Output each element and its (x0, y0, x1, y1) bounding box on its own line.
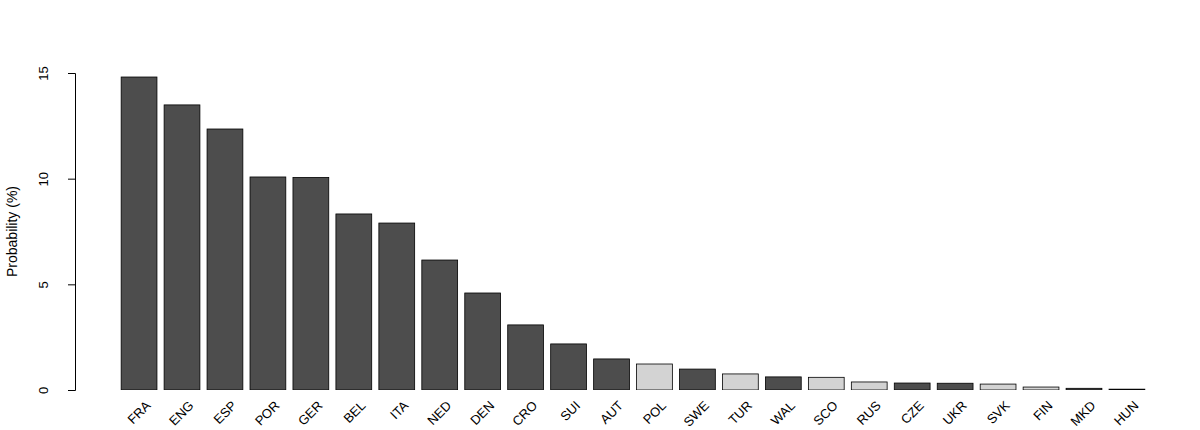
x-tick-label: CZE (898, 398, 927, 427)
bar (1066, 388, 1102, 390)
x-tick-label: CRO (509, 398, 540, 429)
x-tick-label: TUR (725, 398, 754, 427)
bar (508, 325, 544, 390)
x-tick: CRO (509, 398, 540, 429)
bar (1109, 389, 1145, 390)
x-tick: POR (252, 398, 283, 429)
x-tick-label: FRA (125, 398, 154, 427)
bar (680, 369, 716, 390)
x-tick: UKR (940, 398, 970, 428)
x-tick-label: SUI (557, 398, 583, 424)
x-tick: SUI (557, 398, 583, 424)
bar (336, 214, 372, 390)
y-tick-label: 15 (36, 66, 51, 80)
x-tick: DEN (467, 398, 497, 428)
x-tick: SWE (680, 398, 712, 430)
y-tick-label: 5 (36, 281, 51, 288)
x-tick-label: WAL (768, 398, 798, 428)
bar (207, 129, 243, 390)
x-tick: AUT (597, 398, 626, 427)
x-tick: BEL (340, 398, 368, 426)
bar (121, 77, 157, 390)
y-tick-mark (68, 179, 75, 180)
x-tick-label: SCO (810, 398, 841, 429)
x-tick: FRA (125, 398, 154, 427)
bar (980, 384, 1016, 390)
x-tick: ESP (211, 398, 240, 427)
x-axis: FRA ENG ESP POR GER BEL ITA NED DEN CRO SUI AUT POL S… (125, 398, 1142, 430)
x-tick-label: RUS (854, 398, 884, 428)
bar (164, 105, 200, 390)
bar (637, 364, 673, 390)
bar (250, 177, 286, 390)
x-tick: RUS (854, 398, 884, 428)
y-axis-line (68, 74, 76, 391)
bar (1023, 387, 1059, 390)
bars (121, 77, 1145, 390)
bar (765, 377, 801, 390)
bar (379, 223, 415, 390)
y-tick: 10 (36, 172, 75, 186)
x-tick: CZE (898, 398, 927, 427)
y-tick-mark (68, 73, 75, 74)
x-tick-label: MKD (1068, 398, 1099, 429)
y-tick: 0 (36, 387, 75, 394)
y-tick-mark (68, 390, 75, 391)
y-tick-label: 10 (36, 172, 51, 186)
y-axis: 0 5 10 15 (36, 66, 76, 394)
x-tick-label: NED (424, 398, 454, 428)
y-tick-label: 0 (36, 387, 51, 394)
x-tick: NED (424, 398, 454, 428)
x-tick: HUN (1111, 398, 1142, 429)
bar (422, 260, 458, 390)
x-tick-label: ITA (387, 398, 411, 422)
x-tick-label: POL (640, 398, 669, 427)
bar (465, 293, 501, 390)
x-tick-label: UKR (940, 398, 970, 428)
x-tick: TUR (725, 398, 754, 427)
bar (937, 383, 973, 390)
x-tick: GER (295, 398, 326, 429)
x-tick: SCO (810, 398, 841, 429)
x-tick-label: BEL (340, 398, 368, 426)
bar (594, 359, 630, 390)
x-tick: SVK (984, 398, 1013, 427)
x-tick: FIN (1030, 398, 1055, 423)
x-tick-label: SWE (680, 398, 712, 430)
y-tick: 5 (36, 281, 75, 288)
x-tick: ENG (166, 398, 197, 429)
bar (894, 383, 930, 390)
x-tick-label: POR (252, 398, 283, 429)
bar (808, 377, 844, 390)
x-tick-label: AUT (597, 398, 626, 427)
x-tick-label: SVK (984, 398, 1013, 427)
chart: 0 5 10 15 FRA ENG ESP POR GER BEL ITA NED DEN CRO SUI A… (0, 0, 1200, 430)
x-tick-label: GER (295, 398, 326, 429)
y-tick: 15 (36, 66, 75, 80)
y-axis-title: Probability (%) (4, 186, 20, 277)
bar (293, 177, 329, 390)
x-tick-label: ESP (211, 398, 240, 427)
x-tick-label: DEN (467, 398, 497, 428)
x-tick: MKD (1068, 398, 1099, 429)
x-tick: POL (640, 398, 669, 427)
x-tick: ITA (387, 398, 411, 422)
bar (722, 374, 758, 390)
x-tick-label: ENG (166, 398, 197, 429)
y-tick-mark (68, 284, 75, 285)
x-tick-label: HUN (1111, 398, 1142, 429)
x-tick-label: FIN (1030, 398, 1055, 423)
bar (851, 382, 887, 390)
bar (551, 344, 587, 390)
x-tick: WAL (768, 398, 798, 428)
